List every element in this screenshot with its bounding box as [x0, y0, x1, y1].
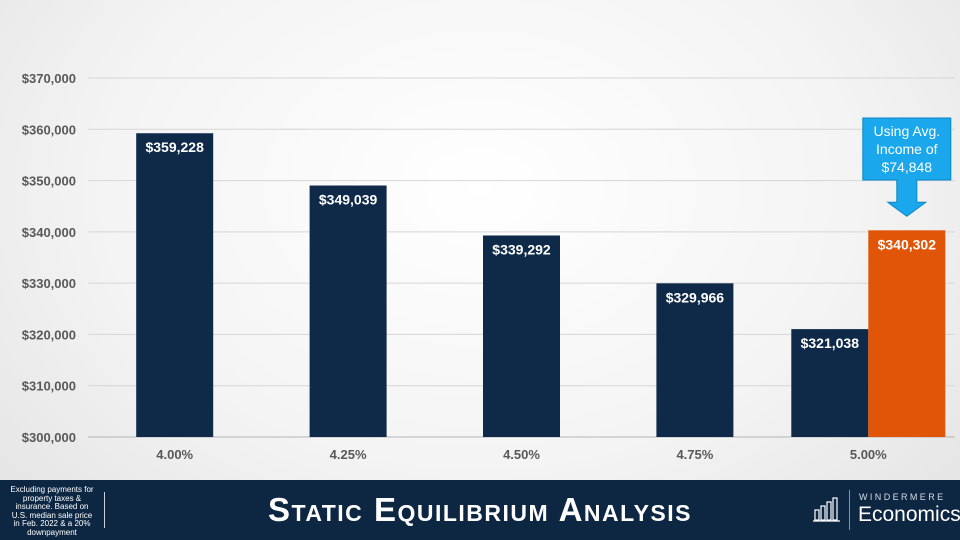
footer-divider — [104, 492, 105, 528]
x-tick-label: 4.75% — [676, 447, 713, 462]
y-tick-label: $340,000 — [22, 225, 76, 240]
data-label: $329,966 — [666, 289, 725, 305]
bar — [483, 235, 560, 437]
x-tick-label: 4.25% — [330, 447, 367, 462]
data-label: $349,039 — [319, 191, 378, 207]
y-tick-label: $350,000 — [22, 174, 76, 189]
bar — [868, 230, 946, 437]
bar-chart-icon — [813, 497, 840, 522]
data-label: $339,292 — [492, 241, 551, 257]
data-label: $359,228 — [145, 139, 204, 155]
logo-divider — [849, 490, 850, 530]
y-tick-label: $310,000 — [22, 379, 76, 394]
annotation-callout — [862, 117, 952, 217]
logo-brand: WINDERMERE — [859, 492, 946, 502]
footer-bar: Excluding payments for property taxes & … — [0, 480, 960, 540]
y-tick-label: $330,000 — [22, 276, 76, 291]
chart: $300,000 $310,000 $320,000 $330,000 $340,000… — [22, 71, 955, 462]
bar — [656, 283, 734, 437]
annotation-text: $74,848 — [881, 159, 932, 175]
x-tick-label: 4.50% — [503, 447, 540, 462]
annotation-text: Using Avg. — [873, 123, 940, 139]
footnote: Excluding payments for property taxes & … — [10, 485, 94, 537]
bar — [136, 133, 214, 437]
data-label: $340,302 — [878, 236, 937, 252]
data-label: $321,038 — [801, 335, 860, 351]
bar — [791, 329, 869, 437]
x-tick-label: 5.00% — [850, 447, 887, 462]
y-tick-label: $320,000 — [22, 327, 76, 342]
bar — [309, 185, 387, 437]
y-tick-label: $300,000 — [22, 430, 76, 445]
x-tick-label: 4.00% — [156, 447, 193, 462]
slide-title: Static Equilibrium Analysis — [267, 491, 693, 528]
annotation-text: Income of — [876, 141, 938, 157]
logo-subbrand: Economics — [858, 503, 960, 526]
y-tick-label: $360,000 — [22, 122, 76, 137]
y-tick-label: $370,000 — [22, 71, 76, 86]
